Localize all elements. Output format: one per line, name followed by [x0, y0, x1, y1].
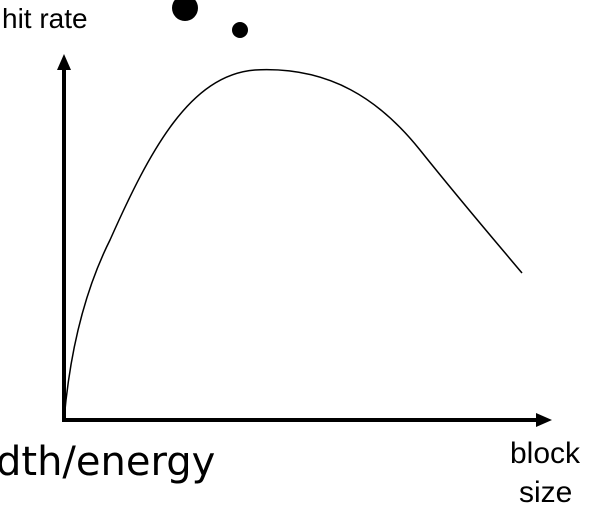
y-axis-arrow	[57, 54, 71, 70]
curve	[63, 68, 523, 421]
x-axis-label: size	[519, 476, 572, 509]
bullet-large	[172, 0, 198, 21]
x-axis-arrow	[536, 413, 552, 427]
y-axis-label: hit rate	[2, 3, 88, 34]
x-axis-label: block	[510, 437, 581, 470]
text-fragment: dth/energy	[0, 439, 215, 485]
bullet-small	[232, 22, 248, 38]
